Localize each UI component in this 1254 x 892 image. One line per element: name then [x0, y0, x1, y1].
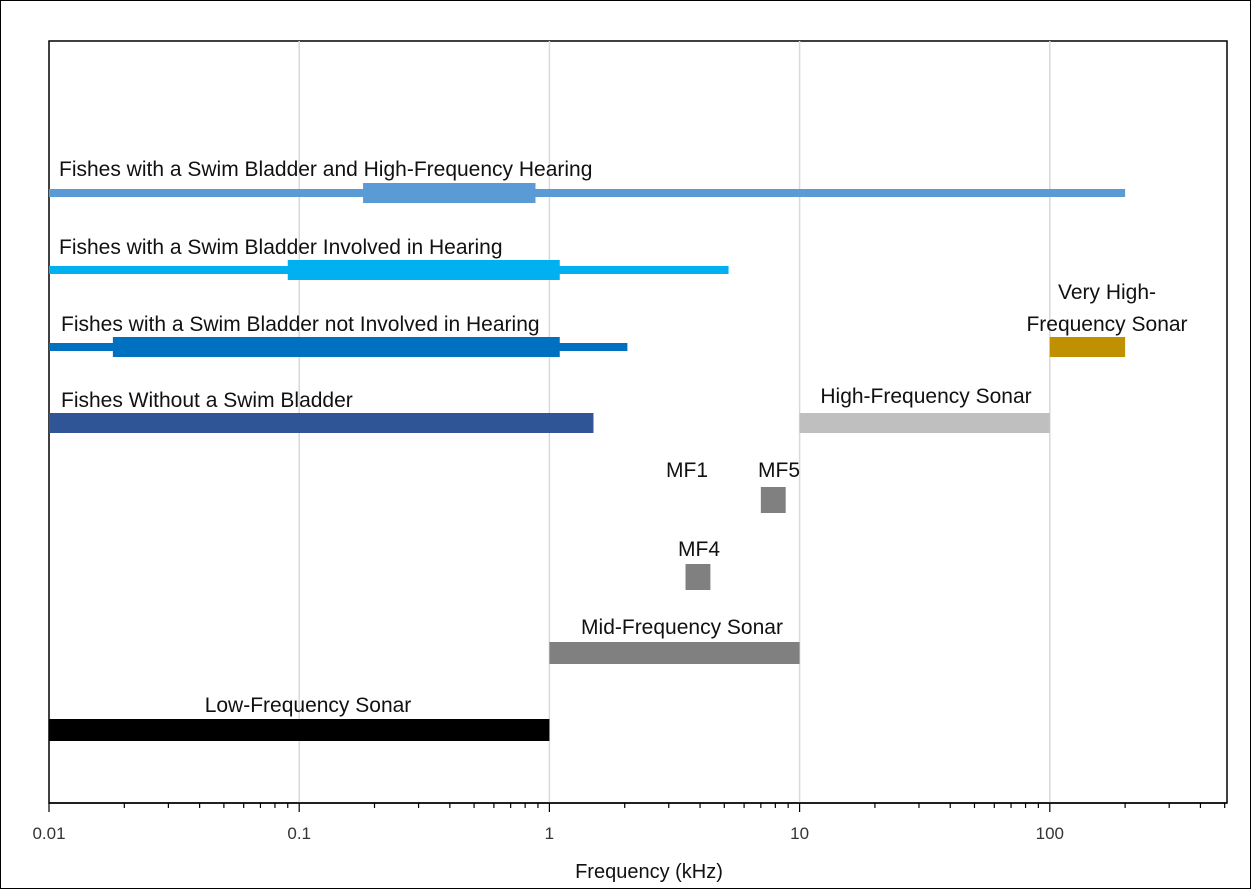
- tick-label: 0.01: [32, 824, 65, 843]
- row-label: Fishes with a Swim Bladder not Involved …: [61, 313, 540, 336]
- chart-labels: Fishes with a Swim Bladder and High-Freq…: [59, 158, 1188, 717]
- sonar-band-bar: [760, 487, 786, 513]
- row-label: Mid-Frequency Sonar: [581, 616, 783, 639]
- row-label: MF1: [666, 459, 708, 482]
- row-label-line: Very High-: [1058, 281, 1156, 304]
- row-label: Fishes with a Swim Bladder and High-Freq…: [59, 158, 592, 181]
- sonar-band-bar: [799, 413, 1050, 433]
- tick-label: 10: [790, 824, 809, 843]
- row-label-line: Frequency Sonar: [1026, 313, 1187, 336]
- row-label: Fishes Without a Swim Bladder: [61, 389, 353, 412]
- x-axis-title: Frequency (kHz): [575, 861, 723, 883]
- chart-marks: [49, 183, 1126, 741]
- best-sensitivity-bar: [112, 337, 560, 357]
- hearing-range-bar: [49, 413, 594, 433]
- tick-label: 0.1: [287, 824, 311, 843]
- sonar-band-bar: [549, 642, 800, 664]
- hearing-range-bar: [49, 189, 1126, 197]
- tick-label: 100: [1036, 824, 1064, 843]
- row-label: MF4: [678, 538, 720, 561]
- row-label: Low-Frequency Sonar: [205, 694, 412, 717]
- best-sensitivity-bar: [287, 260, 560, 280]
- row-label: MF5: [758, 459, 800, 482]
- sonar-band-bar: [685, 564, 711, 590]
- sonar-band-bar: [1049, 337, 1126, 357]
- row-label: High-Frequency Sonar: [820, 385, 1031, 408]
- row-label: Fishes with a Swim Bladder Involved in H…: [59, 236, 503, 259]
- tick-label: 1: [545, 824, 554, 843]
- x-axis: 0.01 0.1 1 10 100: [32, 802, 1227, 843]
- best-sensitivity-bar: [363, 183, 536, 203]
- sonar-band-bar: [49, 719, 550, 741]
